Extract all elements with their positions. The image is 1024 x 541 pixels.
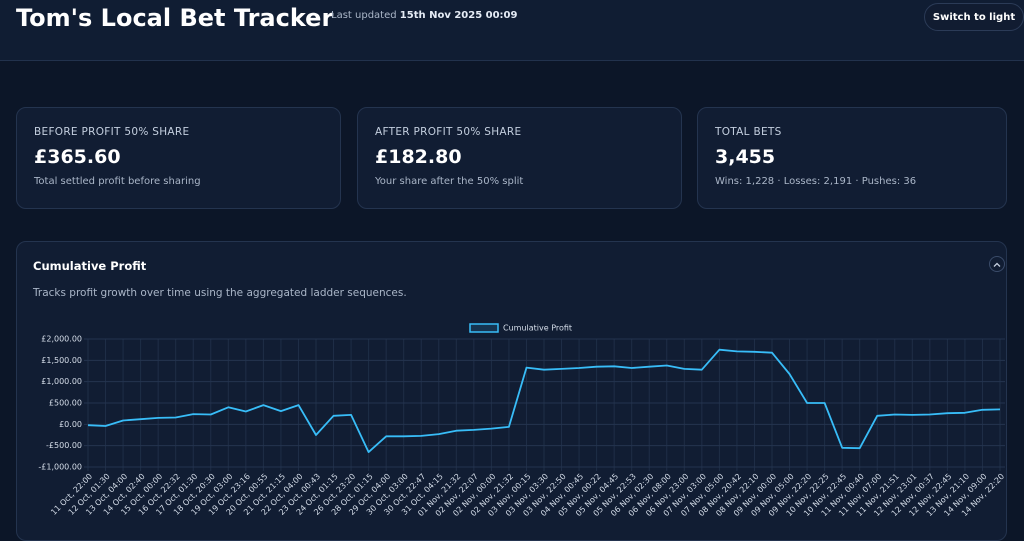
panel-description: Tracks profit growth over time using the… <box>33 287 407 299</box>
theme-toggle[interactable]: Switch to light <box>924 3 1024 31</box>
card-note: Your share after the 50% split <box>375 176 524 187</box>
y-tick-label: £1,000.00 <box>41 377 82 386</box>
y-tick-label: -£1,000.00 <box>38 463 82 472</box>
card-label: AFTER PROFIT 50% SHARE <box>375 126 522 138</box>
updated-value: 15th Nov 2025 00:09 <box>399 10 518 21</box>
card-value: £182.80 <box>375 146 462 168</box>
card-value: £365.60 <box>34 146 121 168</box>
stat-card: TOTAL BETS 3,455 Wins: 1,228 · Losses: 2… <box>697 107 1007 209</box>
stat-card: BEFORE PROFIT 50% SHARE £365.60 Total se… <box>16 107 341 209</box>
y-tick-label: £1,500.00 <box>41 356 82 365</box>
last-updated: Last updated 15th Nov 2025 00:09 <box>331 10 517 21</box>
collapse-button[interactable] <box>989 256 1005 272</box>
y-tick-label: £0.00 <box>59 420 82 429</box>
stat-card: AFTER PROFIT 50% SHARE £182.80 Your shar… <box>357 107 682 209</box>
card-note: Wins: 1,228 · Losses: 2,191 · Pushes: 36 <box>715 176 917 187</box>
panel-title: Cumulative Profit <box>33 259 147 273</box>
chevron-icon <box>993 262 1001 267</box>
legend-label: Cumulative Profit <box>503 324 572 333</box>
card-label: BEFORE PROFIT 50% SHARE <box>34 126 190 138</box>
chart: -£1,000.00 -£500.00 £0.00 £500.00 £1,000.00 £… <box>38 323 1006 518</box>
y-tick-label: -£500.00 <box>46 441 82 450</box>
card-value: 3,455 <box>715 146 776 168</box>
y-tick-label: £500.00 <box>49 399 82 408</box>
y-tick-label: £2,000.00 <box>41 335 82 344</box>
app-title: Tom's Local Bet Tracker <box>16 4 334 32</box>
card-label: TOTAL BETS <box>715 126 782 138</box>
header: Tom's Local Bet Tracker Last updated 15t… <box>0 0 1024 61</box>
updated-label: Last updated <box>331 10 397 21</box>
line-series <box>87 348 1001 453</box>
legend-swatch <box>469 323 499 333</box>
card-note: Total settled profit before sharing <box>34 176 201 187</box>
